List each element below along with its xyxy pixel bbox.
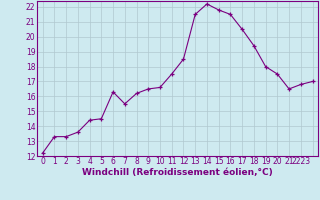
X-axis label: Windchill (Refroidissement éolien,°C): Windchill (Refroidissement éolien,°C) (82, 168, 273, 177)
